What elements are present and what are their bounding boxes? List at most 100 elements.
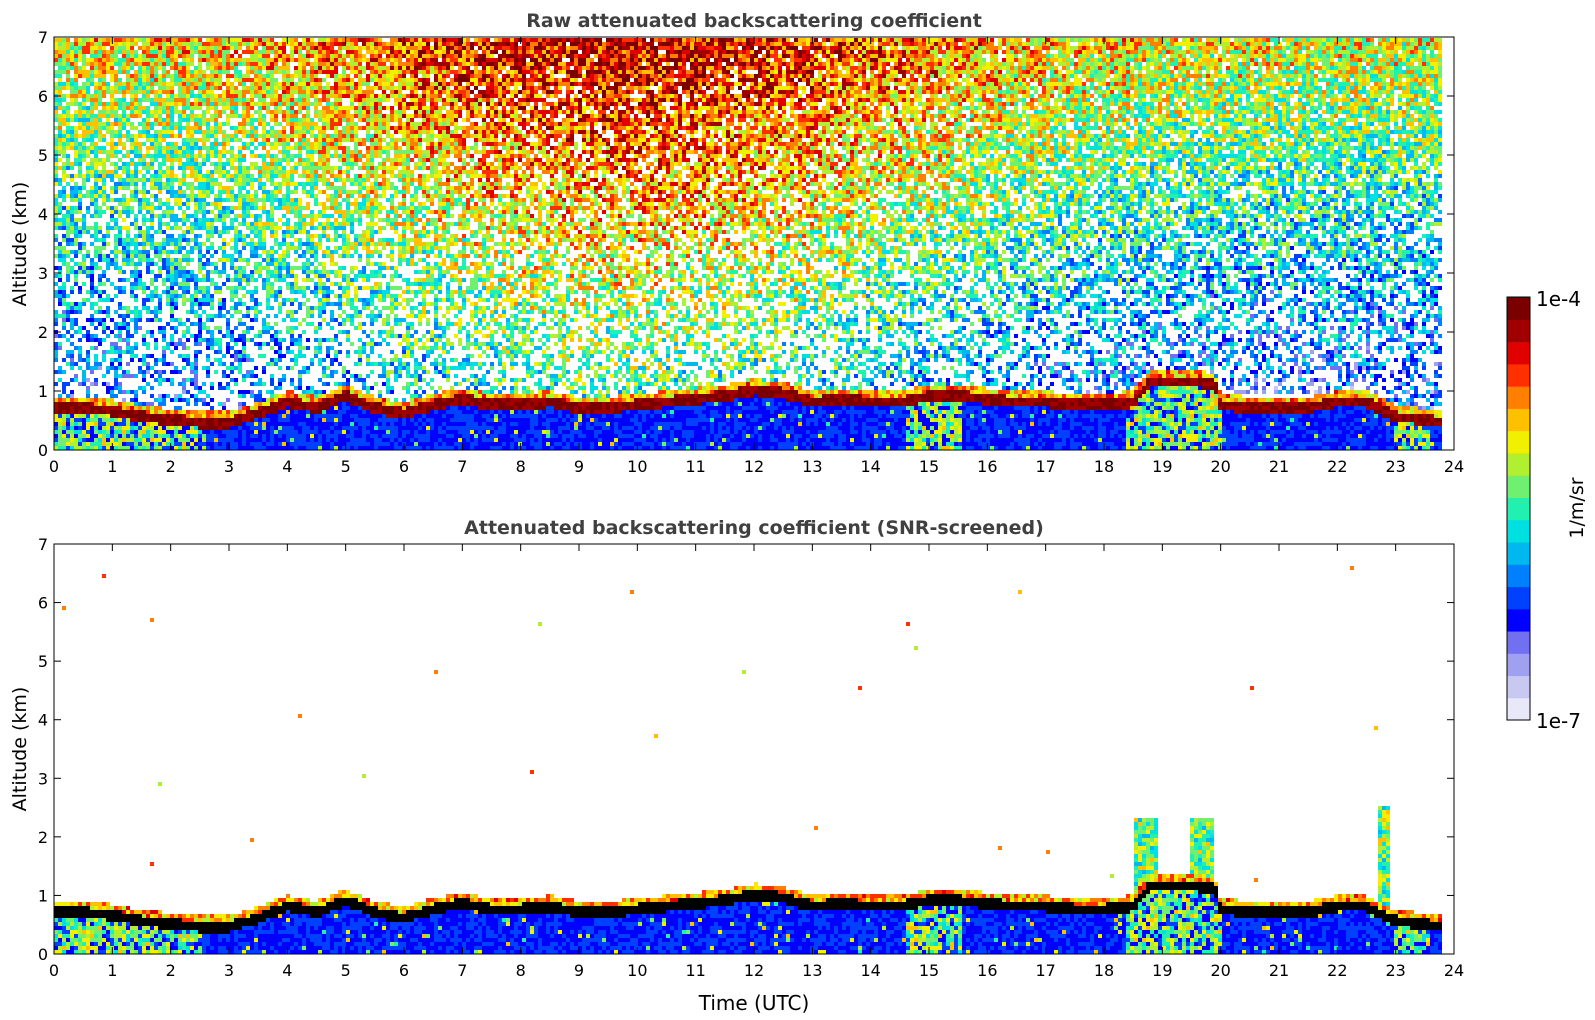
x-tick-label: 20 <box>1210 961 1230 980</box>
colorbar-step <box>1507 408 1530 432</box>
x-tick-label: 13 <box>802 961 822 980</box>
colorbar-max-label: 1e-4 <box>1536 287 1581 311</box>
x-tick-label: 9 <box>574 961 584 980</box>
x-tick-label: 3 <box>224 457 234 476</box>
colorbar-step <box>1507 675 1530 699</box>
y-tick-label: 3 <box>38 769 48 788</box>
y-tick-label: 6 <box>38 594 48 613</box>
colorbar-frame <box>1506 296 1531 721</box>
x-tick-label: 9 <box>574 457 584 476</box>
x-tick-label: 1 <box>107 457 117 476</box>
y-tick-label: 5 <box>38 652 48 671</box>
x-tick-label: 21 <box>1269 961 1289 980</box>
x-tick-label: 2 <box>166 961 176 980</box>
raw-heatmap-layer <box>54 38 1442 450</box>
colorbar-step <box>1507 497 1530 521</box>
x-tick-label: 22 <box>1327 961 1347 980</box>
y-tick-label: 4 <box>38 711 48 730</box>
y-tick-label: 2 <box>38 828 48 847</box>
x-tick-label: 14 <box>860 457 880 476</box>
snr-x-axis-ticks: 0 1 2 3 4 5 6 7 8 9 10 11 12 13 14 15 16 17 18 19 20 21 22 23 24 <box>49 544 1464 980</box>
colorbar-step <box>1507 341 1530 365</box>
colorbar-step <box>1507 430 1530 454</box>
colorbar-step <box>1507 541 1530 565</box>
y-tick-label: 1 <box>38 886 48 905</box>
x-tick-label: 15 <box>919 457 939 476</box>
y-tick-label: 7 <box>38 535 48 554</box>
colorbar-step <box>1507 653 1530 677</box>
x-tick-label: 17 <box>1035 961 1055 980</box>
x-tick-label: 6 <box>399 961 409 980</box>
snr-y-axis-label: Altitude (km) <box>9 687 31 812</box>
x-tick-label: 22 <box>1327 457 1347 476</box>
x-tick-label: 21 <box>1269 457 1289 476</box>
colorbar-unit-label: 1/m/sr <box>1566 477 1588 538</box>
colorbar-step <box>1507 564 1530 588</box>
colorbar-step <box>1507 697 1530 721</box>
y-tick-label: 5 <box>38 146 48 165</box>
x-tick-label: 1 <box>107 961 117 980</box>
y-tick-label: 0 <box>38 441 48 460</box>
x-tick-label: 17 <box>1035 457 1055 476</box>
snr-y-axis-ticks: 0 1 2 3 4 5 6 7 <box>38 535 1454 964</box>
x-tick-label: 20 <box>1210 457 1230 476</box>
x-tick-label: 11 <box>685 961 705 980</box>
y-tick-label: 2 <box>38 323 48 342</box>
raw-y-axis-ticks: 0 1 2 3 4 5 6 7 <box>38 28 1454 460</box>
colorbar-steps <box>1507 297 1530 721</box>
x-tick-label: 12 <box>744 961 764 980</box>
colorbar: 1e-4 1e-7 1/m/sr <box>1506 287 1588 733</box>
x-tick-label: 18 <box>1094 457 1114 476</box>
panel-raw-title: Raw attenuated backscattering coefficien… <box>526 10 982 32</box>
x-tick-label: 13 <box>802 457 822 476</box>
x-tick-label: 16 <box>977 961 997 980</box>
x-tick-label: 16 <box>977 457 997 476</box>
x-tick-label: 15 <box>919 961 939 980</box>
x-tick-label: 14 <box>860 961 880 980</box>
snr-heatmap-layer <box>54 566 1442 954</box>
y-tick-label: 1 <box>38 382 48 401</box>
panel-raw-backscatter: Raw attenuated backscattering coefficien… <box>9 10 1464 476</box>
x-tick-label: 7 <box>457 961 467 980</box>
x-tick-label: 5 <box>341 961 351 980</box>
x-tick-label: 18 <box>1094 961 1114 980</box>
colorbar-step <box>1507 319 1530 343</box>
colorbar-step <box>1507 630 1530 654</box>
x-tick-label: 3 <box>224 961 234 980</box>
x-tick-label: 4 <box>282 457 292 476</box>
colorbar-step <box>1507 363 1530 387</box>
x-tick-label: 4 <box>282 961 292 980</box>
y-tick-label: 3 <box>38 264 48 283</box>
x-tick-label: 19 <box>1152 457 1172 476</box>
colorbar-step <box>1507 297 1530 320</box>
y-tick-label: 7 <box>38 28 48 47</box>
raw-x-axis-ticks: 0 1 2 3 4 5 6 7 8 9 10 11 12 13 14 15 16 17 18 19 20 21 22 23 24 <box>49 37 1464 476</box>
colorbar-step <box>1507 586 1530 610</box>
x-tick-label: 6 <box>399 457 409 476</box>
panel-snr-title: Attenuated backscattering coefficient (S… <box>464 517 1044 539</box>
colorbar-step <box>1507 519 1530 543</box>
y-tick-label: 4 <box>38 205 48 224</box>
x-tick-label: 8 <box>516 961 526 980</box>
x-tick-label: 10 <box>627 961 647 980</box>
x-tick-label: 11 <box>685 457 705 476</box>
x-tick-label: 0 <box>49 961 59 980</box>
x-tick-label: 23 <box>1385 961 1405 980</box>
panel-snr-screened: Attenuated backscattering coefficient (S… <box>9 517 1464 1015</box>
x-axis-label: Time (UTC) <box>698 991 810 1015</box>
x-tick-label: 10 <box>627 457 647 476</box>
x-tick-label: 8 <box>516 457 526 476</box>
raw-y-axis-label: Altitude (km) <box>9 182 31 307</box>
x-tick-label: 0 <box>49 457 59 476</box>
colorbar-step <box>1507 386 1530 409</box>
y-tick-label: 6 <box>38 87 48 106</box>
x-tick-label: 24 <box>1444 961 1464 980</box>
y-tick-label: 0 <box>38 945 48 964</box>
x-tick-label: 12 <box>744 457 764 476</box>
colorbar-step <box>1507 452 1530 476</box>
colorbar-step <box>1507 475 1530 498</box>
x-tick-label: 7 <box>457 457 467 476</box>
x-tick-label: 19 <box>1152 961 1172 980</box>
x-tick-label: 5 <box>341 457 351 476</box>
